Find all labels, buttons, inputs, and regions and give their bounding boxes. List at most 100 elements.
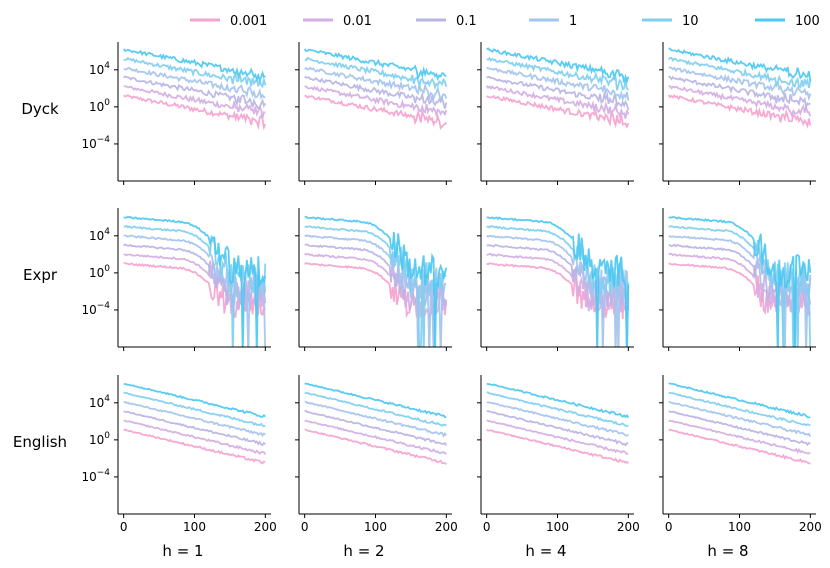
series-line [486,410,629,447]
series-line [486,216,630,347]
row-label: Expr [23,266,58,284]
series-line [123,382,266,418]
series-line [486,234,630,347]
y-tick-label: 104 [89,394,110,410]
subplot [477,42,634,185]
series-line [486,391,629,427]
series-line [123,400,266,438]
series-group [304,215,448,347]
x-tick-label: 200 [617,520,640,534]
legend-label: 10 [682,14,699,29]
subplot [477,208,634,351]
column-label: h = 2 [343,542,384,560]
series-line [667,94,812,129]
series-group [486,382,630,465]
subplot: 0 100 200 [295,375,458,534]
subplot [659,42,816,185]
x-tick-label: 0 [120,520,128,534]
x-tick-label: 100 [546,520,569,534]
series-group [486,216,630,347]
series-line [486,75,630,111]
series-line [123,215,267,347]
series-line [304,400,447,438]
x-tick-label: 200 [435,520,458,534]
series-line [304,56,448,91]
subplot [295,42,452,185]
series-line [486,225,630,347]
series-line [123,56,267,89]
legend-entry: 100 [755,14,820,29]
subplot: 104 100 10−4 [81,208,271,351]
column-label: h = 1 [162,542,203,560]
y-tick-label: 10−4 [81,468,110,484]
series-line [668,47,812,82]
series-group [123,382,267,465]
series-line [304,85,448,119]
row-label: English [13,433,67,451]
subplot: 104 100 10−4 [81,42,271,185]
x-tick-label: 100 [364,520,387,534]
series-line [668,216,812,347]
series-group [668,216,812,347]
series-line [486,94,630,129]
series-line [304,382,447,419]
series-line [486,401,629,437]
series-line [668,428,811,465]
legend-entry: 10 [642,14,699,29]
series-line [304,428,447,466]
series-line [304,409,448,447]
y-tick-label: 104 [89,61,110,77]
series-line [668,410,811,447]
series-group [485,47,630,129]
legend-label: 0.1 [456,14,477,29]
series-line [304,215,448,347]
series-line [668,56,812,89]
series-line [123,67,266,100]
series-line [123,85,266,119]
series-line [122,48,266,83]
subplot [659,208,816,351]
series-line [668,392,811,427]
series-line [303,48,447,81]
x-tick-label: 100 [183,520,206,534]
y-tick-label: 104 [89,227,110,243]
legend-entry: 0.001 [190,14,267,29]
series-line [668,85,812,119]
series-line [668,225,812,347]
series-group [304,382,448,466]
legend-entry: 1 [529,14,577,29]
series-group [668,382,812,465]
x-tick-label: 0 [301,520,309,534]
legend-label: 0.001 [230,14,267,29]
series-group [303,48,448,130]
series-line [304,225,447,347]
y-tick-label: 100 [89,98,110,114]
legend-entry: 0.01 [303,14,372,29]
legend-label: 1 [569,14,577,29]
series-line [304,75,448,109]
x-tick-label: 200 [254,520,277,534]
y-tick-label: 100 [89,264,110,280]
subplot: 104 100 10−4 0 100 200 [81,375,277,534]
x-tick-label: 0 [665,520,673,534]
y-tick-label: 100 [89,431,110,447]
series-line [123,419,267,456]
series-line [304,94,448,130]
x-tick-label: 200 [799,520,822,534]
legend-label: 100 [795,14,820,29]
series-line [486,243,630,307]
legend-label: 0.01 [343,14,372,29]
series-line [304,419,447,455]
series-line [304,391,447,427]
series-line [668,419,811,455]
series-line [123,428,266,465]
series-line [486,66,630,103]
y-tick-label: 10−4 [81,135,110,151]
series-line [123,410,266,447]
legend-entry: 0.1 [416,14,477,29]
row-label: Dyck [21,100,59,118]
x-tick-label: 0 [483,520,491,534]
series-line [123,94,267,131]
column-label: h = 8 [707,542,748,560]
